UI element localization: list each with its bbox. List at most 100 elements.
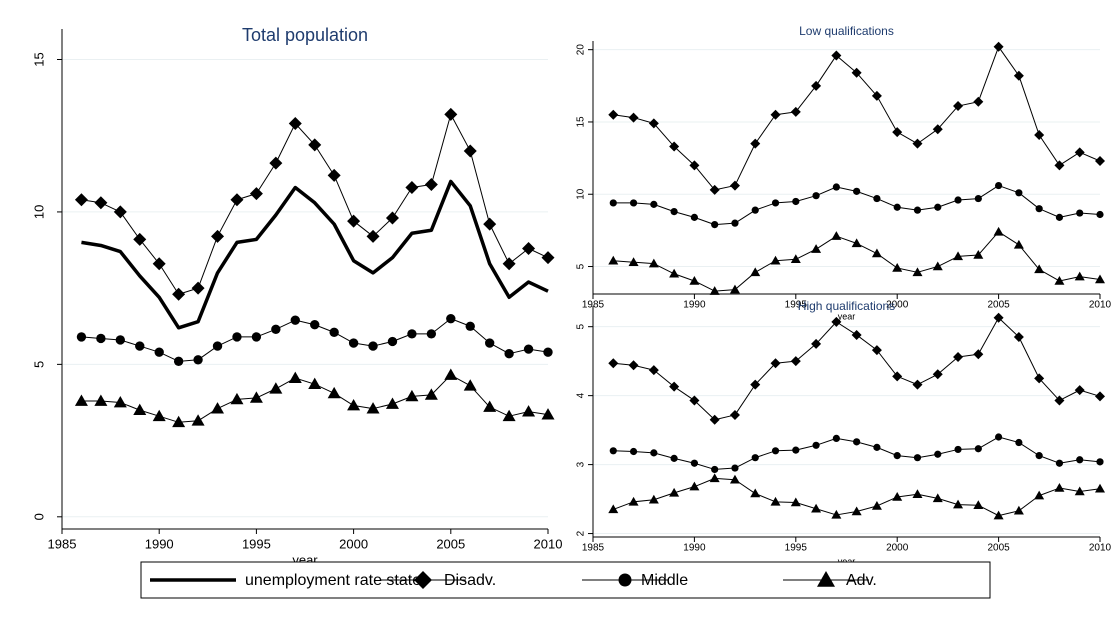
marker-triangle [993,226,1004,236]
marker-diamond [94,196,108,210]
marker-circle [792,446,800,454]
x-tick-label: 1995 [785,543,808,554]
marker-circle [1035,452,1043,460]
marker-triangle [811,244,822,253]
marker-circle [650,449,658,457]
marker-diamond [405,181,419,195]
marker-circle [812,192,820,200]
marker-circle [873,443,881,451]
marker-circle [1096,458,1104,466]
marker-diamond [851,67,862,78]
marker-triangle [750,267,761,277]
marker-triangle [892,492,903,501]
marker-diamond [892,127,903,138]
marker-circle [1076,456,1084,464]
marker-circle [670,207,678,216]
y-tick-label: 10 [31,205,46,219]
marker-triangle [628,496,639,506]
marker-triangle [831,509,842,519]
marker-circle [954,196,962,204]
marker-diamond [932,124,943,135]
marker-circle [832,183,840,191]
marker-diamond [347,214,361,228]
marker-diamond [1054,395,1065,406]
marker-triangle [152,409,166,422]
marker-circle [251,332,262,342]
marker-circle [543,347,553,357]
chart-title: High qualifications [798,299,895,313]
x-tick-label: 1995 [242,536,271,551]
marker-triangle [993,510,1004,520]
marker-diamond [628,112,639,123]
marker-diamond [1013,332,1024,343]
marker-triangle [851,238,862,248]
marker-triangle [790,254,801,264]
marker-circle [154,347,164,357]
marker-circle [832,434,840,442]
marker-circle [96,333,106,344]
marker-circle [934,450,942,458]
marker-diamond [522,242,536,256]
marker-triangle [709,286,720,295]
legend-label: Middle [641,572,688,589]
marker-diamond [993,41,1004,52]
x-axis-label: year [838,311,856,321]
marker-diamond [871,345,882,356]
marker-triangle [628,257,639,266]
marker-circle [76,332,87,342]
marker-triangle [133,403,147,415]
marker-diamond [463,144,477,158]
marker-triangle [1054,275,1065,285]
marker-triangle [522,405,536,417]
marker-diamond [932,369,943,380]
marker-triangle [502,409,516,422]
x-tick-label: 1985 [582,543,605,554]
marker-circle [329,327,339,338]
marker-triangle [405,389,419,402]
y-tick-label: 0 [31,513,46,520]
marker-circle [232,332,242,342]
y-tick-label: 4 [576,392,587,398]
legend-label: Disadv. [444,572,496,589]
x-tick-label: 1990 [683,300,706,311]
marker-circle [368,341,378,351]
marker-diamond [1095,391,1105,402]
marker-diamond [608,358,619,369]
marker-circle [711,465,719,474]
y-tick-label: 5 [31,361,46,368]
marker-circle [690,459,699,467]
marker-triangle [851,506,862,516]
marker-triangle [327,386,341,399]
marker-circle [893,452,901,460]
marker-circle [1055,459,1064,467]
marker-triangle [463,379,477,391]
marker-diamond [912,138,923,149]
marker-diamond [74,193,88,207]
marker-triangle [483,400,497,412]
marker-diamond [172,287,186,301]
marker-circle [995,433,1003,441]
marker-diamond [953,101,964,112]
marker-triangle [953,251,964,261]
marker-triangle [709,473,720,483]
x-tick-label: 2005 [987,300,1010,311]
marker-triangle [750,488,761,498]
marker-circle [893,203,901,211]
marker-triangle [871,248,882,258]
marker-diamond [608,109,619,120]
marker-diamond [790,106,801,117]
marker-circle [792,197,800,206]
marker-diamond [912,379,923,390]
marker-circle [853,187,861,195]
marker-triangle [269,382,283,394]
marker-circle [407,329,417,339]
marker-triangle [1054,483,1065,492]
marker-triangle [932,493,943,503]
marker-triangle [1074,486,1085,496]
marker-diamond [366,229,380,243]
marker-circle [271,324,281,334]
marker-triangle [1013,239,1024,249]
marker-diamond [953,352,964,363]
marker-circle [771,447,780,455]
